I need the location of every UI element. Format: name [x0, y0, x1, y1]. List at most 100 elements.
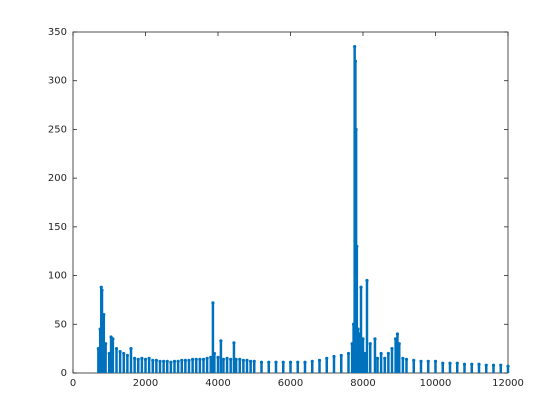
stem-marker: [361, 337, 365, 341]
stem-marker: [151, 358, 155, 362]
stem-marker: [180, 358, 184, 362]
stem-marker: [249, 359, 253, 363]
y-tick-label: 200: [48, 173, 67, 184]
stem-marker: [412, 358, 416, 362]
stem-marker: [140, 356, 144, 360]
stem-marker: [499, 363, 503, 367]
stem-marker: [191, 357, 195, 361]
stem-marker: [401, 356, 405, 360]
stem-marker: [296, 360, 300, 364]
stem-marker: [136, 357, 140, 361]
stem-marker: [288, 360, 293, 364]
y-tick-label: 150: [48, 222, 67, 233]
y-tick-label: 300: [48, 76, 67, 87]
stem-marker: [375, 356, 380, 360]
stem-marker: [365, 278, 369, 283]
stem-marker: [133, 356, 137, 360]
stem-marker: [267, 360, 271, 364]
stem-marker: [205, 356, 209, 360]
stem-marker: [368, 342, 372, 346]
stem-marker: [122, 351, 126, 356]
stem-marker: [234, 357, 238, 361]
stem-marker: [363, 351, 367, 356]
stem-marker: [162, 359, 166, 363]
stem-marker: [201, 357, 206, 361]
stem-marker: [325, 356, 329, 360]
stem-marker: [477, 362, 481, 366]
stem-marker: [229, 357, 233, 361]
stem-marker: [125, 353, 129, 358]
stem-marker: [339, 353, 343, 358]
stem-marker: [129, 347, 133, 351]
stem-marker: [147, 356, 151, 360]
stem-marker: [353, 45, 357, 49]
stem-marker: [221, 357, 226, 361]
x-tick-label: 2000: [133, 378, 158, 389]
stem-marker: [104, 342, 108, 346]
x-tick-label: 8000: [350, 378, 375, 389]
stem-marker: [386, 351, 390, 356]
stem-marker: [274, 360, 278, 364]
stem-marker: [259, 360, 264, 364]
stem-marker: [462, 362, 467, 366]
stem-marker: [353, 59, 357, 63]
y-tick-label: 0: [61, 368, 67, 379]
stem-marker: [245, 358, 249, 362]
stem-marker: [281, 360, 285, 364]
stem-marker: [99, 285, 103, 289]
stem-marker: [194, 357, 198, 361]
x-tick-label: 10000: [420, 378, 452, 389]
stem-marker: [172, 359, 177, 363]
stem-marker: [448, 361, 452, 365]
y-tick-label: 250: [48, 124, 67, 135]
stem-marker: [216, 355, 220, 360]
stem-marker: [209, 355, 213, 360]
x-tick-label: 4000: [205, 378, 230, 389]
stem-marker: [373, 337, 377, 341]
x-tick-label: 0: [70, 378, 76, 389]
stem-marker: [354, 127, 358, 132]
stem-marker: [332, 354, 336, 359]
y-tick-label: 50: [54, 319, 67, 330]
stem-marker: [491, 363, 496, 367]
stem-marker: [225, 356, 229, 360]
stem-marker: [484, 363, 488, 367]
stem-marker: [419, 359, 423, 363]
stem-marker: [506, 364, 510, 368]
stem-marker: [111, 337, 115, 341]
stem-marker: [198, 357, 202, 361]
stem-marker: [355, 244, 359, 248]
stem-marker: [100, 288, 104, 292]
stem-marker: [183, 358, 187, 362]
x-tick-label: 12000: [492, 378, 524, 389]
stem-marker: [470, 362, 474, 366]
stem-marker: [241, 358, 245, 362]
stem-marker: [143, 357, 148, 361]
stem-marker: [219, 339, 223, 343]
stem-marker: [252, 359, 256, 363]
stem-marker: [114, 347, 119, 351]
stem-marker: [158, 359, 162, 363]
stem-marker: [441, 361, 445, 365]
stem-marker: [433, 359, 438, 363]
stem-marker: [359, 285, 363, 289]
y-tick-label: 350: [48, 27, 67, 38]
x-tick-label: 6000: [278, 378, 303, 389]
stem-marker: [211, 301, 215, 305]
stem-marker: [310, 359, 314, 363]
stem-marker: [356, 327, 360, 331]
stem-marker: [187, 358, 191, 362]
stem-marker: [395, 332, 400, 336]
stem-marker: [212, 351, 216, 356]
stem-marker: [397, 342, 401, 346]
stem-marker: [346, 351, 351, 356]
stem-marker: [383, 356, 387, 360]
stem-marker: [379, 351, 383, 356]
stem-marker: [118, 349, 122, 354]
stem-marker: [455, 361, 459, 365]
stem-marker: [390, 347, 394, 351]
stem-marker: [232, 341, 236, 345]
y-tick-label: 100: [48, 271, 67, 282]
